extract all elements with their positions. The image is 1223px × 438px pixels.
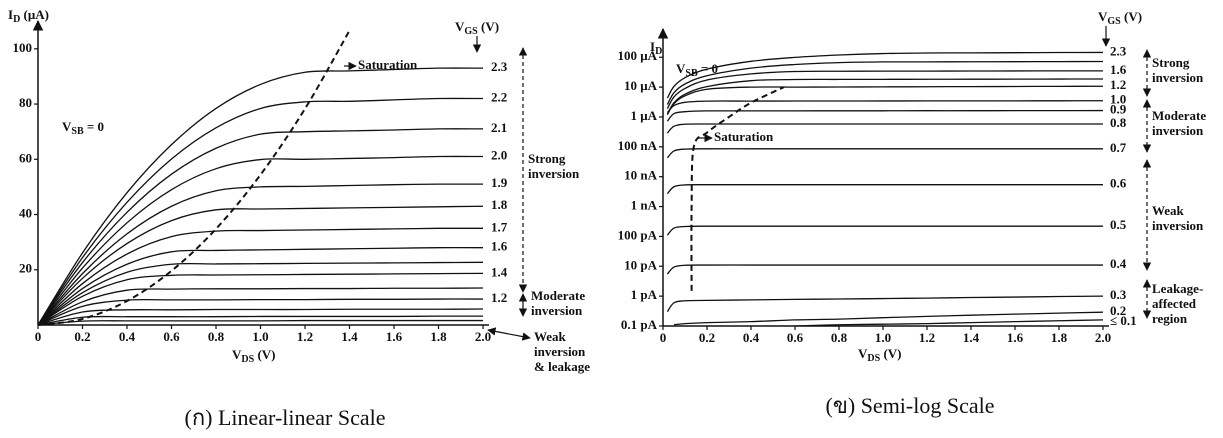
label-part: (V) (254, 347, 275, 362)
y-tick-label: 10 pA (624, 257, 657, 272)
x-tick-label: 0.8 (208, 329, 225, 344)
region-label: Strong (528, 151, 566, 166)
region-label: Weak (1152, 203, 1185, 218)
curve-label: 0.4 (1110, 256, 1127, 271)
saturation-label: Saturation (714, 129, 774, 144)
region-label: Moderate (531, 288, 585, 303)
x-tick-label: 1.2 (297, 329, 313, 344)
y-tick-label: 1 μA (630, 108, 657, 123)
x-tick-label: 0 (35, 329, 42, 344)
y-tick-label: 10 nA (624, 168, 657, 183)
x-tick-label: 0.4 (743, 330, 760, 345)
x-tick-label: 1.2 (919, 330, 935, 345)
x-tick-label: 0.8 (831, 330, 848, 345)
label-part: (V) (880, 346, 901, 361)
x-tick-label: 1.4 (963, 330, 980, 345)
region-label: Moderate (1152, 108, 1206, 123)
x-tick-label: 0.2 (699, 330, 715, 345)
region-label: inversion (531, 303, 583, 318)
x-tick-label: 1.6 (386, 329, 403, 344)
label-part: (μA) (20, 7, 49, 22)
y-tick-label: 40 (19, 206, 32, 221)
subscript: SB (71, 126, 84, 137)
region-label: Strong (1152, 55, 1190, 70)
x-tick-label: 1.8 (430, 329, 447, 344)
subscript: GS (1107, 16, 1121, 27)
region-label: & leakage (534, 359, 590, 374)
region-label: Leakage- (1152, 281, 1203, 296)
curve-label: 1.4 (491, 264, 508, 279)
y-tick-label: 1 nA (631, 198, 658, 213)
y-tick-label: 100 (13, 40, 33, 55)
figure: 20 40 60 80 100 0 0.2 0.4 0.6 0.8 1.0 1.2 1.4 1.6 1.8 2… (0, 0, 1223, 438)
x-tick-label: 0 (660, 330, 667, 345)
curve-label: 1.8 (491, 197, 508, 212)
label-part: (V) (478, 19, 499, 34)
subscript: DS (867, 353, 880, 364)
curve-label: 1.6 (491, 239, 508, 254)
x-tick-label: 2.0 (1095, 330, 1111, 345)
region-label: inversion (1152, 70, 1204, 85)
curve-label: 2.3 (491, 59, 508, 74)
x-tick-label: 1.0 (875, 330, 891, 345)
label-part: = 0 (698, 61, 718, 76)
curve-label: 0.6 (1110, 176, 1127, 191)
curve-label: 1.6 (1110, 62, 1127, 77)
curve-label: 2.2 (491, 90, 507, 105)
caption: (ก) Linear-linear Scale (185, 405, 386, 430)
y-tick-label: 10 μA (624, 78, 658, 93)
y-tick-label: 80 (19, 95, 32, 110)
subscript: D (13, 14, 20, 25)
x-tick-label: 0.6 (787, 330, 804, 345)
region-label: inversion (534, 344, 586, 359)
x-tick-label: 1.6 (1007, 330, 1024, 345)
page: {"chart_data": [ {"type": "line", "capti… (0, 0, 1223, 438)
y-tick-label: 100 nA (618, 138, 658, 153)
label-part: = 0 (84, 119, 104, 134)
curve-label: 0.8 (1110, 115, 1127, 130)
background (0, 0, 1223, 438)
curve-label: 0.5 (1110, 217, 1127, 232)
y-tick-label: 100 pA (618, 227, 658, 242)
region-label: Weak (534, 329, 567, 344)
region-label: region (1152, 311, 1188, 326)
curve-label: 1.2 (1110, 77, 1126, 92)
subscript: SB (685, 68, 698, 79)
x-tick-label: 0.4 (119, 329, 136, 344)
curve-label: 2.3 (1110, 43, 1127, 58)
caption: (ข) Semi-log Scale (826, 393, 995, 418)
x-tick-label: 2.0 (475, 329, 491, 344)
x-tick-label: 1.4 (341, 329, 358, 344)
curve-label: 2.0 (491, 148, 507, 163)
y-tick-label: 0.1 pA (621, 317, 658, 332)
x-tick-label: 1.8 (1051, 330, 1068, 345)
region-label: inversion (1152, 123, 1204, 138)
curve-label: 2.1 (491, 120, 507, 135)
curve-label: 1.9 (491, 175, 508, 190)
y-tick-label: 60 (19, 150, 32, 165)
subscript: D (655, 46, 662, 57)
label-part: (V) (1121, 9, 1142, 24)
x-tick-label: 1.0 (252, 329, 268, 344)
subscript: GS (464, 26, 478, 37)
region-label: affected (1152, 296, 1197, 311)
region-label: inversion (528, 166, 580, 181)
curve-label: 1.2 (491, 290, 507, 305)
y-tick-label: 1 pA (631, 287, 658, 302)
x-tick-label: 0.6 (163, 329, 180, 344)
region-label: inversion (1152, 218, 1204, 233)
x-tick-label: 0.2 (74, 329, 90, 344)
curve-label: 0.3 (1110, 287, 1127, 302)
curve-label: 1.7 (491, 219, 508, 234)
saturation-label: Saturation (358, 57, 418, 72)
curve-label: ≤ 0.1 (1110, 313, 1137, 328)
curve-label: 0.7 (1110, 140, 1127, 155)
subscript: DS (241, 354, 254, 365)
y-tick-label: 20 (19, 261, 32, 276)
